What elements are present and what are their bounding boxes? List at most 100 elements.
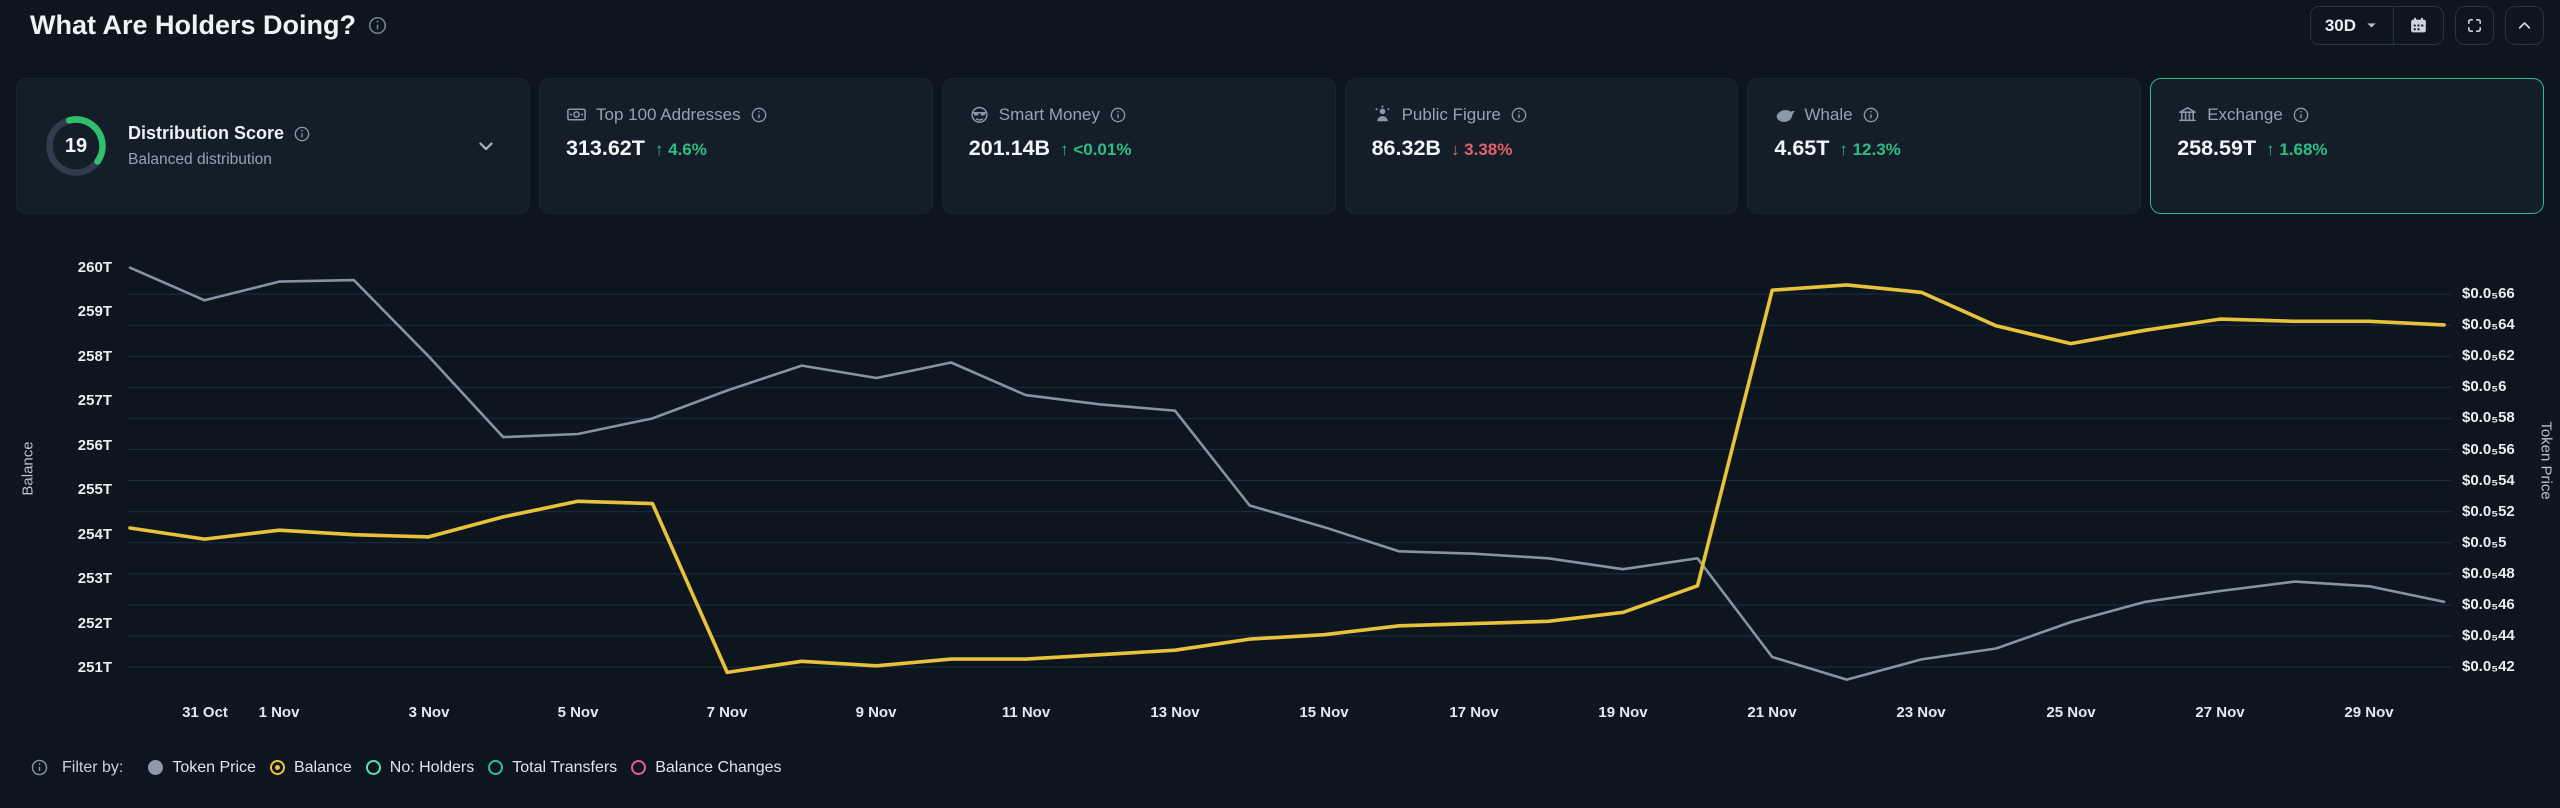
fullscreen-icon [2465,16,2484,35]
legend-item-balance-changes[interactable]: Balance Changes [631,758,782,777]
y-tick-label: 260T [77,259,112,276]
total-transfers-marker-icon [488,760,504,775]
y-tick-label: $0.0₅58 [2462,409,2515,426]
legend-item-token-price[interactable]: Token Price [148,759,256,777]
x-tick-label: 9 Nov [855,704,897,721]
x-tick-label: 21 Nov [1747,704,1797,721]
y-tick-label: $0.0₅52 [2462,503,2515,520]
balance-line [128,283,2446,675]
distribution-score-gauge: 19 [43,113,109,179]
y-tick-label: $0.0₅56 [2462,441,2515,458]
legend-item-label: Total Transfers [512,758,618,776]
y-tick-label: $0.0₅6 [2462,378,2507,395]
y-tick-label: 256T [77,437,112,454]
y-tick-label: 259T [77,303,112,320]
legend-item-no-holders[interactable]: No: Holders [365,758,475,777]
y-tick-label: 257T [77,392,112,409]
y-tick-label: $0.0₅44 [2462,627,2515,644]
card-label: Smart Money [998,104,1100,124]
info-icon[interactable] [1109,106,1127,124]
distribution-score-value: 19 [64,134,88,157]
legend-item-label: Balance Changes [655,758,782,776]
card-distribution-score[interactable]: 19 Distribution Score Balanced distributio… [16,78,530,214]
x-tick-label: 25 Nov [2046,704,2096,721]
calendar-icon [2408,15,2429,36]
card-label: Whale [1804,104,1853,124]
card-label: Public Figure [1401,104,1501,124]
legend-item-label: No: Holders [389,758,475,776]
info-icon[interactable] [367,15,388,36]
y-tick-label: $0.0₅54 [2462,472,2515,489]
legend-item-balance[interactable]: Balance [269,758,352,777]
chevron-down-icon [2364,18,2379,33]
y-tick-label: $0.0₅46 [2462,596,2515,613]
y-tick-label: 255T [77,481,112,498]
chevron-down-icon[interactable] [475,135,497,157]
info-icon[interactable] [750,106,768,124]
legend-item-total-transfers[interactable]: Total Transfers [488,759,617,777]
card-change: ↑ <0.01% [1060,140,1132,159]
y-tick-label: $0.0₅66 [2462,285,2515,302]
x-tick-label: 7 Nov [706,704,748,721]
x-tick-label: 17 Nov [1449,704,1499,721]
card-label: Distribution Score [128,123,285,143]
calendar-button[interactable] [2393,7,2443,44]
time-range-group: 30D [2309,6,2444,45]
info-icon[interactable] [293,125,311,143]
x-tick-label: 5 Nov [557,704,599,721]
y-tick-label: 254T [77,526,112,543]
info-icon[interactable] [2292,106,2310,124]
card-public-figure[interactable]: Public Figure 86.32B ↓ 3.38% [1344,78,1739,214]
card-value: 4.65T [1774,136,1830,160]
distribution-score-texts: Distribution Score Balanced distribution [128,123,311,169]
gridlines [127,293,2451,668]
card-value: 201.14B [968,136,1051,160]
balance-changes-marker-icon [631,760,647,775]
card-change: ↑ 12.3% [1839,140,1901,159]
radio-dot [274,764,281,771]
card-label: Exchange [2207,104,2283,124]
x-tick-label: 15 Nov [1299,704,1349,721]
y-tick-label: $0.0₅48 [2462,565,2515,582]
y-tick-label: 258T [77,348,112,365]
no-holders-marker-icon [365,760,381,775]
info-icon[interactable] [1510,106,1528,124]
info-icon[interactable] [1862,106,1880,124]
x-tick-label: 19 Nov [1598,704,1648,721]
token-price-marker-icon [148,760,164,775]
card-label: Top 100 Addresses [596,104,741,124]
filter-by-label: Filter by: [62,758,124,776]
exchange-icon [2177,104,2198,125]
x-tick-label: 13 Nov [1150,704,1200,721]
legend-item-label: Balance [293,758,352,776]
y-tick-label: $0.0₅62 [2462,347,2515,364]
time-range-dropdown[interactable]: 30D [2311,7,2393,44]
header-controls: 30D [2309,6,2544,45]
info-icon[interactable] [30,758,49,777]
x-tick-label: 23 Nov [1896,704,1946,721]
banknote-icon [566,104,587,125]
collapse-button[interactable] [2505,6,2544,45]
legend-item-label: Token Price [172,758,256,776]
card-change: ↑ 1.68% [2266,140,2328,159]
y-tick-label: 252T [77,615,112,632]
y-tick-label: 251T [77,659,112,676]
chevron-up-icon [2515,16,2534,35]
holder-category-cards: 19 Distribution Score Balanced distributio… [16,78,2544,214]
y-tick-label: $0.0₅42 [2462,658,2515,675]
x-tick-label: 3 Nov [408,704,450,721]
card-top-100-addresses[interactable]: Top 100 Addresses 313.62T ↑ 4.6% [539,78,933,214]
card-value: 86.32B [1371,136,1441,160]
card-exchange[interactable]: Exchange 258.59T ↑ 1.68% [2150,78,2544,214]
smart-money-icon [969,104,990,125]
public-figure-icon [1372,104,1393,125]
holders-chart[interactable] [127,256,2451,692]
fullscreen-button[interactable] [2455,6,2494,45]
card-whale[interactable]: Whale 4.65T ↑ 12.3% [1747,78,2142,214]
card-value: 313.62T [566,136,645,160]
card-value: 258.59T [2177,136,2257,160]
whale-icon [1774,104,1795,125]
x-tick-label: 1 Nov [258,704,300,721]
y-axis-left-title: Balance [19,441,37,496]
card-smart-money[interactable]: Smart Money 201.14B ↑ <0.01% [941,78,1336,214]
